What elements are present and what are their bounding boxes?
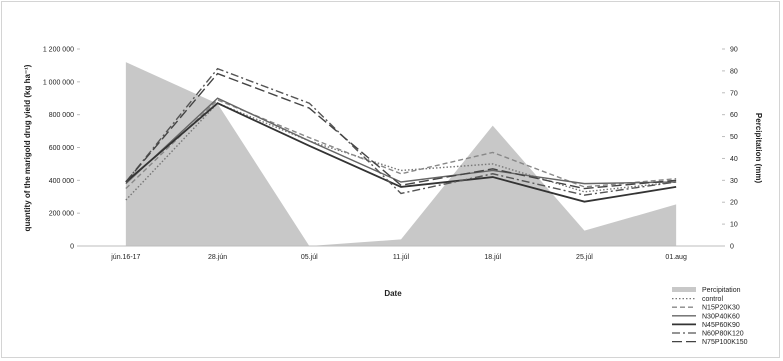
legend-label: control bbox=[702, 296, 723, 303]
y2-tick-label: 20 bbox=[730, 200, 738, 207]
y2-tick-label: 70 bbox=[730, 90, 738, 97]
legend-label: N45P60K90 bbox=[702, 322, 740, 329]
y2-tick-label: 80 bbox=[730, 68, 738, 75]
y2-tick-label: 30 bbox=[730, 178, 738, 185]
y-tick-label: 200 000 bbox=[49, 211, 74, 218]
x-tick-label: 28.jún bbox=[208, 254, 227, 261]
y-tick-label: 600 000 bbox=[49, 145, 74, 152]
y2-tick-label: 0 bbox=[730, 244, 734, 251]
x-tick-label: 05.júl bbox=[301, 254, 318, 261]
legend-label: N60P80K120 bbox=[702, 331, 744, 338]
x-tick-label: 25.júl bbox=[576, 254, 593, 261]
y-axis-title: quantity of the marigold drug yield (kg … bbox=[23, 64, 32, 231]
y-tick-labels: 0 200 000 400 000 600 000 800 000 1 000 000 1 … bbox=[43, 47, 80, 251]
series-line-n30p40k60 bbox=[125, 97, 677, 185]
series-line-n45p60k90 bbox=[125, 102, 677, 203]
y-tick-label: 800 000 bbox=[49, 112, 74, 119]
y2-tick-label: 10 bbox=[730, 222, 738, 229]
precipitation-area-layer bbox=[125, 62, 677, 247]
y2-tick-labels: 0 10 20 30 40 50 60 70 80 90 bbox=[722, 47, 738, 251]
x-tick-label: 18.júl bbox=[484, 254, 501, 261]
y2-tick-label: 50 bbox=[730, 134, 738, 141]
x-tick-label: jún.16-17 bbox=[110, 254, 140, 261]
y-tick-label: 1 200 000 bbox=[43, 47, 74, 54]
legend-swatch-percipitation bbox=[672, 287, 696, 292]
y2-axis-title: Percipitation (mm) bbox=[754, 113, 763, 184]
legend-label: N75P100K150 bbox=[702, 339, 748, 346]
y-tick-label: 1 000 000 bbox=[43, 79, 74, 86]
legend-label: N30P40K60 bbox=[702, 313, 740, 320]
y-tick-label: 0 bbox=[70, 244, 74, 251]
legend-label: N15P20K30 bbox=[702, 305, 740, 312]
y2-tick-label: 60 bbox=[730, 112, 738, 119]
precipitation-area bbox=[125, 62, 677, 247]
legend-label: Percipitation bbox=[702, 287, 741, 294]
x-axis-title: Date bbox=[384, 289, 402, 298]
y-tick-label: 400 000 bbox=[49, 178, 74, 185]
series-line-n60p80k120 bbox=[125, 67, 677, 196]
series-layer bbox=[125, 67, 677, 203]
y2-tick-label: 40 bbox=[730, 156, 738, 163]
x-tick-labels: jún.16-17 28.jún 05.júl 11.júl 18.júl 25.júl 0… bbox=[110, 254, 687, 261]
y2-tick-label: 90 bbox=[730, 47, 738, 54]
series-line-n75p100k150 bbox=[125, 72, 677, 190]
x-tick-label: 01.aug bbox=[665, 254, 687, 261]
x-tick-label: 11.júl bbox=[393, 254, 410, 261]
